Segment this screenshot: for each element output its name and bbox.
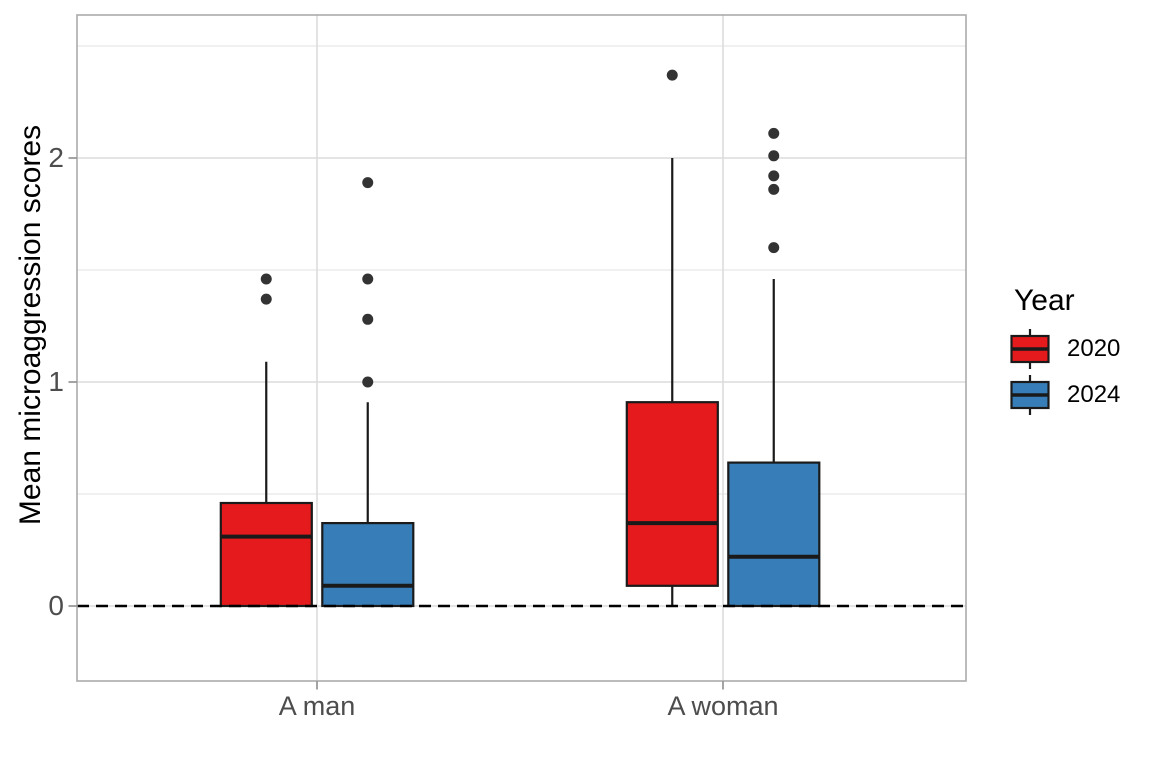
box-iqr [321, 521, 415, 608]
boxplot-a-man-2024 [321, 402, 415, 608]
box-iqr [625, 401, 719, 587]
boxplot-a-man-2020 [219, 361, 313, 608]
outlier-point [768, 242, 780, 254]
outlier-point [362, 313, 374, 325]
x-tick-label-a-woman: A woman [667, 691, 779, 721]
box-iqr [727, 461, 821, 608]
outlier-point [768, 150, 780, 162]
outlier-point [768, 170, 780, 182]
outlier-point [260, 273, 272, 285]
panel-border [76, 14, 967, 682]
y-tick-label: 0 [48, 590, 64, 621]
axis-ticks [68, 157, 724, 690]
legend-entry-2024: 2024 [1010, 372, 1120, 418]
y-tick-label: 1 [48, 366, 64, 397]
outlier-point [362, 273, 374, 285]
outlier-point [362, 177, 374, 189]
legend-label: 2020 [1067, 335, 1121, 362]
legend-label: 2024 [1067, 381, 1121, 408]
outlier-point [362, 376, 374, 388]
box-iqr [219, 501, 313, 608]
legend: Year 2020 2024 [1010, 284, 1120, 418]
outlier-point [666, 69, 678, 81]
boxplot-a-woman-2024 [727, 279, 821, 608]
outlier-point [768, 127, 780, 139]
outlier-points [260, 69, 780, 388]
legend-entry-2020: 2020 [1010, 326, 1120, 372]
legend-entries: 2020 2024 [1010, 326, 1120, 418]
x-tick-label-a-man: A man [278, 691, 356, 721]
legend-key-boxplot-glyph [1010, 375, 1050, 415]
legend-key-boxplot-glyph [1010, 329, 1050, 369]
outlier-point [768, 183, 780, 195]
legend-title: Year [1014, 284, 1075, 317]
y-tick-label: 2 [48, 142, 64, 173]
outlier-point [260, 293, 272, 305]
boxplot-a-woman-2020 [625, 158, 719, 606]
